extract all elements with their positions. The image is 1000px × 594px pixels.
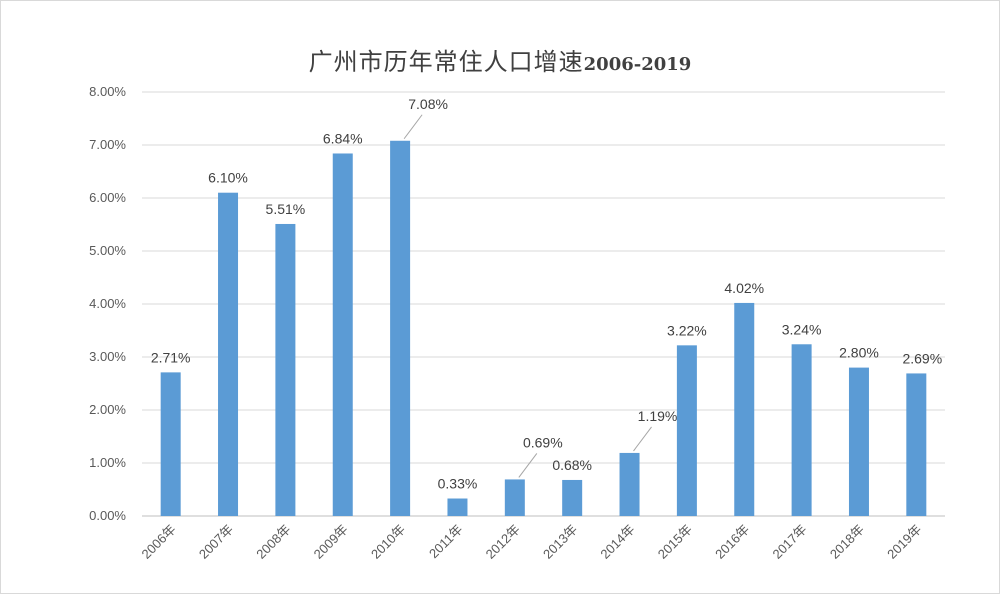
bar xyxy=(504,479,525,516)
bar xyxy=(275,223,296,516)
bar xyxy=(848,367,869,516)
data-label: 3.24% xyxy=(782,321,822,337)
x-tick-label: 2017年 xyxy=(769,522,809,562)
y-tick-label: 0.00% xyxy=(89,508,126,523)
data-label: 2.80% xyxy=(839,345,879,361)
x-tick-label: 2008年 xyxy=(253,522,293,562)
data-label: 5.51% xyxy=(266,201,306,217)
x-tick-label: 2019年 xyxy=(884,522,924,562)
bar xyxy=(332,153,353,517)
x-tick-label: 2009年 xyxy=(311,522,351,562)
data-label: 3.22% xyxy=(667,322,707,338)
y-tick-label: 4.00% xyxy=(89,296,126,311)
y-tick-label: 7.00% xyxy=(89,137,126,152)
data-label: 7.08% xyxy=(408,96,448,112)
data-label-leader xyxy=(633,426,652,452)
chart-title-main: 广州市历年常住人口增速 xyxy=(308,48,584,76)
x-tick-label: 2018年 xyxy=(827,522,867,562)
data-label: 6.10% xyxy=(208,170,248,186)
x-tick-label: 2007年 xyxy=(196,522,236,562)
bar xyxy=(562,479,583,516)
y-tick-label: 5.00% xyxy=(89,243,126,258)
bar xyxy=(160,372,181,516)
y-tick-label: 1.00% xyxy=(89,455,126,470)
data-label-leader xyxy=(518,453,538,478)
bar xyxy=(676,345,697,516)
chart-title-years: 2006-2019 xyxy=(583,54,692,75)
x-tick-label: 2016年 xyxy=(712,522,752,562)
x-tick-label: 2015年 xyxy=(655,522,695,562)
data-label: 6.84% xyxy=(323,130,363,146)
chart-title: 广州市历年常住人口增速2006-2019 xyxy=(0,42,1000,77)
bar xyxy=(791,344,812,516)
data-label: 0.33% xyxy=(438,476,478,492)
bar xyxy=(906,373,927,516)
data-label: 4.02% xyxy=(724,280,764,296)
y-tick-label: 6.00% xyxy=(89,190,126,205)
bar xyxy=(218,192,239,516)
x-tick-label: 2006年 xyxy=(139,522,179,562)
x-tick-label: 2013年 xyxy=(540,522,580,562)
data-label: 0.69% xyxy=(523,434,563,450)
x-tick-label: 2011年 xyxy=(426,522,466,562)
x-tick-label: 2014年 xyxy=(597,522,637,562)
data-label-leader xyxy=(403,114,423,140)
data-label: 0.68% xyxy=(552,457,592,473)
bar xyxy=(619,452,640,516)
bar xyxy=(390,140,411,516)
y-tick-label: 3.00% xyxy=(89,349,126,364)
y-tick-label: 8.00% xyxy=(89,84,126,99)
data-label: 2.69% xyxy=(902,350,942,366)
bar xyxy=(447,498,468,516)
data-label: 2.71% xyxy=(151,349,191,365)
bar xyxy=(734,302,755,516)
y-tick-label: 2.00% xyxy=(89,402,126,417)
data-label: 1.19% xyxy=(638,408,678,424)
x-tick-label: 2012年 xyxy=(483,522,523,562)
x-tick-label: 2010年 xyxy=(368,522,408,562)
